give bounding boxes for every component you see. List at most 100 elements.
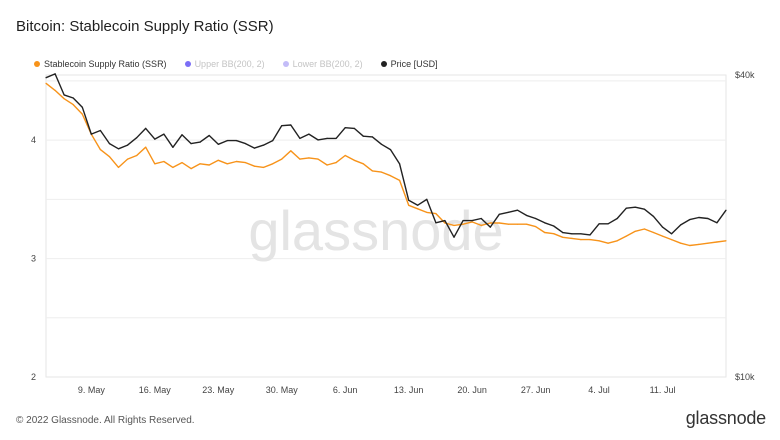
ssr-point — [281, 158, 283, 160]
price-point — [272, 140, 274, 142]
ssr-point — [580, 239, 582, 241]
ssr-point — [498, 222, 500, 224]
y-right-tick-label: $40k — [735, 70, 755, 80]
x-tick-label: 27. Jun — [521, 385, 551, 395]
price-point — [589, 234, 591, 236]
ssr-point — [163, 160, 165, 163]
x-tick-label: 13. Jun — [394, 385, 424, 395]
price-point — [299, 137, 301, 139]
x-tick-label: 9. May — [78, 385, 106, 395]
price-point — [90, 133, 92, 135]
glassnode-logo: glassnode — [685, 408, 766, 428]
ssr-point — [290, 150, 292, 152]
price-point — [99, 129, 101, 132]
price-point — [616, 217, 618, 220]
ssr-point — [471, 221, 473, 223]
ssr-point — [127, 158, 129, 160]
price-point — [716, 222, 718, 224]
price-point — [235, 140, 237, 142]
price-point — [435, 222, 437, 224]
legend-dot-lower-bb — [282, 61, 289, 67]
price-point — [643, 208, 646, 210]
ssr-point — [54, 89, 56, 91]
plot-frame — [45, 74, 727, 378]
ssr-point — [217, 159, 219, 161]
x-tick-label: 30. May — [266, 385, 299, 395]
legend-item-upper-bb[interactable]: Upper BB(200, 2) — [184, 59, 265, 69]
ssr-point — [544, 231, 546, 234]
ssr-point — [698, 243, 700, 245]
ssr-point — [435, 213, 437, 215]
price-point — [680, 224, 682, 226]
ssr-point — [380, 171, 383, 173]
ssr-point — [362, 163, 364, 165]
ssr-point — [389, 175, 392, 177]
price-point — [480, 217, 482, 220]
price-point — [362, 135, 364, 137]
price-point — [244, 143, 247, 145]
price-point — [326, 137, 328, 139]
ssr-point — [45, 82, 47, 84]
x-tick-label: 20. Jun — [457, 385, 487, 395]
legend-item-price[interactable]: Price [USD] — [380, 59, 438, 69]
price-point — [408, 199, 410, 201]
ssr-point — [616, 240, 618, 242]
ssr-point — [253, 165, 256, 167]
price-point — [181, 134, 183, 136]
ssr-point — [335, 162, 337, 164]
grid-lines — [46, 80, 726, 319]
price-point — [208, 134, 210, 137]
price-point — [553, 225, 555, 227]
price-point — [426, 198, 428, 200]
price-point — [707, 217, 709, 220]
price-point — [172, 146, 174, 148]
price-point — [516, 209, 519, 211]
price-point — [634, 206, 636, 208]
x-tick-label: 4. Jul — [588, 385, 610, 395]
ssr-point — [344, 154, 346, 157]
price-point — [507, 211, 509, 213]
ssr-point — [689, 244, 691, 247]
y-left-tick-label: 3 — [31, 254, 36, 264]
legend-item-ssr[interactable]: Stablecoin Supply Ratio (SSR) — [34, 59, 167, 69]
legend-label-ssr: Stablecoin Supply Ratio (SSR) — [44, 59, 167, 69]
ssr-point — [516, 223, 519, 225]
ssr-point — [272, 163, 274, 165]
ssr-point — [553, 233, 555, 235]
ssr-point — [353, 159, 355, 161]
ssr-point — [671, 239, 673, 241]
price-point — [353, 127, 355, 129]
ssr-point — [598, 240, 600, 242]
ssr-point — [399, 179, 401, 181]
ssr-point — [680, 242, 682, 244]
ssr-point — [72, 104, 74, 106]
price-point — [317, 139, 319, 141]
price-point — [81, 106, 83, 108]
ssr-point — [208, 164, 210, 166]
price-point — [63, 94, 65, 96]
price-point — [689, 219, 691, 221]
legend-item-lower-bb[interactable]: Lower BB(200, 2) — [282, 59, 363, 69]
price-point — [145, 127, 147, 129]
price-point — [72, 97, 74, 99]
ssr-point — [571, 237, 573, 239]
x-tick-label: 6. Jun — [333, 385, 358, 395]
ssr-point — [652, 231, 655, 234]
legend-label-price: Price [USD] — [390, 59, 438, 69]
ssr-point — [371, 170, 373, 172]
price-point — [127, 144, 129, 146]
ssr-point — [190, 168, 192, 170]
y-left-tick-label: 4 — [31, 135, 36, 145]
axis-labels: 9. May 16. May 23. May 30. May 6. Jun 13. Jun… — [31, 70, 755, 395]
ssr-point — [117, 166, 120, 168]
ssr-point — [589, 239, 591, 241]
price-point — [163, 133, 165, 135]
ssr-point — [199, 163, 201, 165]
ssr-point — [181, 162, 183, 164]
ssr-point — [634, 230, 636, 232]
ssr-point — [154, 163, 156, 165]
ssr-point — [607, 242, 609, 244]
price-point — [281, 125, 283, 127]
ssr-point — [408, 204, 410, 206]
